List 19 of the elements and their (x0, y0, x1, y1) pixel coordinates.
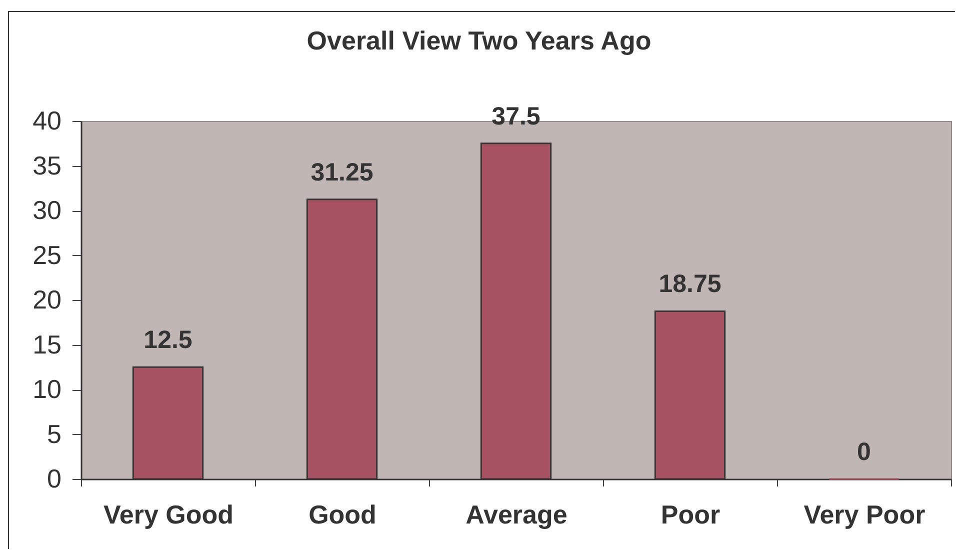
data-label: 12.5 (144, 326, 192, 354)
data-label: 18.75 (658, 270, 722, 298)
y-tick-label: 35 (32, 150, 62, 180)
y-tick-label: 25 (32, 240, 62, 270)
y-tick-label: 0 (47, 464, 62, 494)
y-tick-label: 20 (32, 284, 62, 314)
data-label: 31.25 (310, 158, 374, 186)
y-tick-label: 15 (32, 329, 62, 360)
y-tick-label: 40 (32, 106, 62, 136)
y-tick-label: 10 (32, 374, 62, 404)
x-tick-label: Very Poor (804, 500, 926, 530)
x-tick-label: Very Good (103, 500, 234, 530)
y-tick-label: 30 (32, 195, 62, 225)
chart-title: Overall View Two Years Ago (306, 25, 652, 56)
data-label: 0 (857, 438, 871, 466)
x-tick-label: Average (466, 500, 568, 530)
x-tick-label: Good (308, 500, 376, 530)
x-tick-label: Poor (660, 500, 720, 530)
y-tick-label: 5 (47, 418, 62, 449)
